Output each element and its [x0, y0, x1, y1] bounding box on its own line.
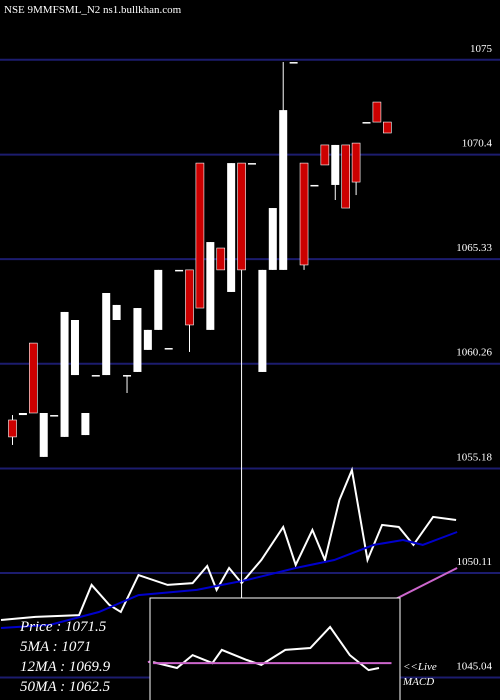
candle-body [185, 269, 194, 326]
candle-body [237, 162, 246, 271]
candle-body [60, 311, 69, 437]
candle-body [351, 142, 361, 183]
candle-body [258, 269, 267, 372]
candle-body [8, 419, 17, 438]
candle-body [331, 144, 340, 185]
candle-body [362, 122, 371, 124]
overlay-line [0, 531, 458, 629]
candle-body [320, 144, 330, 166]
legend-entry: 12MA : 1069.9 [20, 659, 111, 675]
candle-body [143, 329, 152, 350]
y-tick-label: 1050.11 [457, 556, 492, 568]
legend-entry: 50MA : 1062.5 [20, 679, 111, 695]
candle-body [310, 184, 319, 187]
candle-body [268, 208, 277, 270]
candle-body [29, 342, 38, 414]
candle-body [70, 320, 79, 376]
labels: 1075 1070.4 1065.33 1060.26 1055.18 1050.11 10… [19, 43, 493, 695]
candle-body [133, 308, 142, 372]
candle-body [81, 412, 90, 436]
candle-body [372, 101, 382, 123]
y-tick-label: 1065.33 [456, 242, 492, 254]
candle-body [341, 144, 350, 209]
candle-body [299, 162, 309, 266]
candle-body [91, 375, 100, 377]
candle-body [227, 163, 236, 292]
candle-body [206, 242, 215, 330]
candle-body [102, 292, 111, 376]
macd [152, 625, 392, 672]
macd-label: MACD [402, 676, 434, 688]
legend-entry: Price : 1071.5 [19, 619, 107, 635]
candle-body [247, 163, 256, 165]
y-tick-label: 1070.4 [462, 138, 493, 150]
y-tick-label: 1045.04 [456, 661, 492, 673]
candle-body [279, 110, 288, 270]
candle-body [123, 375, 132, 377]
legend-entry: 5MA : 1071 [20, 639, 91, 655]
candles [8, 62, 392, 600]
candle-body [39, 412, 48, 457]
y-tick-label: 1060.26 [456, 347, 492, 359]
candle-body [112, 304, 121, 320]
y-tick-label: 1055.18 [456, 451, 492, 463]
macd-box [149, 597, 401, 700]
candle-body [175, 269, 184, 272]
candle-body [216, 247, 226, 271]
candle-body [154, 269, 163, 330]
macd-line [152, 625, 380, 672]
candle-body [383, 121, 392, 134]
y-tick-label: 1075 [470, 43, 493, 55]
candle-body [289, 62, 298, 64]
candle-body [50, 415, 59, 417]
candle-body [195, 162, 205, 309]
candle-body [164, 348, 173, 350]
macd-label: <<Live [403, 661, 437, 673]
chart-title: NSE 9MMFSML_N2 ns1.bullkhan.com [4, 4, 182, 16]
candle-body [18, 412, 27, 416]
